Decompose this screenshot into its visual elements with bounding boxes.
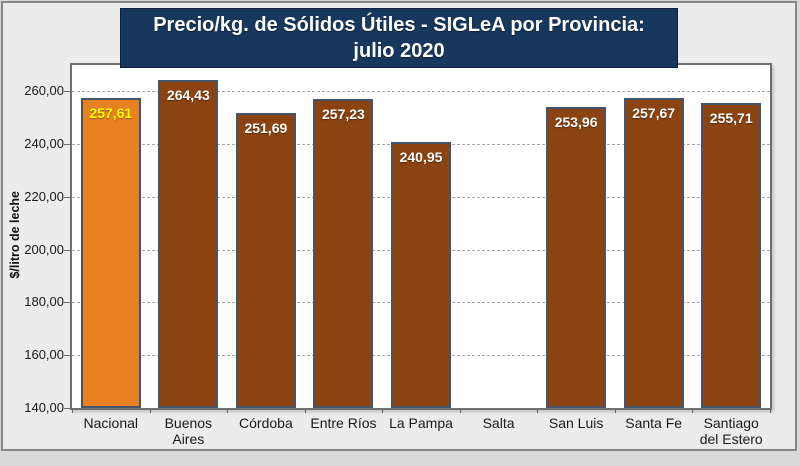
- x-category-label-cordoba: Córdoba: [239, 415, 293, 431]
- x-category-label-salta: Salta: [482, 415, 515, 431]
- chart-title-box: Precio/kg. de Sólidos Útiles - SIGLeA po…: [120, 8, 678, 68]
- bar-value-label-buenos-aires: 264,43: [166, 86, 210, 103]
- plot-area: 257,61 264,43 251,69 257,23 240,95 253,96 257,…: [70, 63, 772, 410]
- y-tick-mark-260: [64, 91, 70, 93]
- x-tick-mark-5: [459, 408, 461, 413]
- x-tick-mark-2: [227, 408, 229, 413]
- y-tick-label-200: 200,00: [24, 241, 64, 257]
- x-category-label-santa-fe: Santa Fe: [625, 415, 683, 431]
- bar-santiago-del-estero: 255,71: [701, 102, 762, 408]
- x-tick-mark-0: [72, 408, 73, 413]
- bar-value-label-santa-fe: 257,67: [632, 104, 676, 121]
- x-category-label-buenos-aires: Buenos Aires: [164, 415, 213, 447]
- x-category-label-san-luis: San Luis: [548, 415, 604, 431]
- y-tick-label-160: 160,00: [24, 347, 64, 363]
- x-tick-mark-3: [304, 408, 306, 413]
- x-tick-mark-1: [149, 408, 151, 413]
- y-tick-label-140: 140,00: [24, 400, 64, 415]
- y-tick-label-240: 240,00: [24, 136, 64, 152]
- y-tick-mark-200: [64, 249, 70, 251]
- bar-value-label-nacional: 257,61: [89, 104, 133, 121]
- bar-entre-rios: 257,23: [313, 98, 374, 408]
- chart-title-line-2: julio 2020: [353, 40, 445, 62]
- x-category-label-nacional: Nacional: [83, 415, 139, 431]
- chart-title-line-1: Precio/kg. de Sólidos Útiles - SIGLeA po…: [153, 14, 645, 36]
- chart-figure: Precio/kg. de Sólidos Útiles - SIGLeA po…: [1, 1, 797, 451]
- y-tick-mark-160: [64, 355, 70, 357]
- bar-value-label-san-luis: 253,96: [554, 114, 598, 131]
- y-tick-mark-140: [64, 408, 70, 409]
- bar-nacional: 257,61: [80, 97, 141, 408]
- bar-value-label-santiago-del-estero: 255,71: [709, 109, 753, 126]
- y-tick-label-260: 260,00: [24, 83, 64, 99]
- bar-santa-fe: 257,67: [623, 97, 684, 408]
- x-category-label-entre-rios: Entre Ríos: [310, 415, 377, 431]
- x-category-label-la-pampa: La Pampa: [389, 415, 453, 431]
- x-tick-mark-8: [692, 408, 694, 413]
- bar-san-luis: 253,96: [546, 107, 607, 408]
- gridline-260: [72, 91, 770, 93]
- bar-la-pampa: 240,95: [391, 141, 451, 408]
- bar-value-label-la-pampa: 240,95: [399, 148, 443, 165]
- x-tick-mark-7: [614, 408, 616, 413]
- y-tick-mark-220: [64, 196, 70, 198]
- y-tick-mark-180: [64, 302, 70, 304]
- x-tick-mark-6: [537, 408, 539, 413]
- bar-value-label-entre-rios: 257,23: [322, 105, 365, 122]
- bar-value-label-cordoba: 251,69: [244, 120, 288, 137]
- y-tick-mark-240: [64, 144, 70, 146]
- bar-buenos-aires: 264,43: [158, 79, 219, 408]
- x-tick-mark-4: [382, 408, 384, 413]
- bar-cordoba: 251,69: [235, 113, 296, 408]
- y-tick-label-180: 180,00: [24, 294, 64, 310]
- x-tick-mark-9: [770, 408, 771, 413]
- y-tick-label-220: 220,00: [24, 188, 64, 204]
- x-category-label-santiago-del-estero: Santiago del Estero: [699, 415, 763, 447]
